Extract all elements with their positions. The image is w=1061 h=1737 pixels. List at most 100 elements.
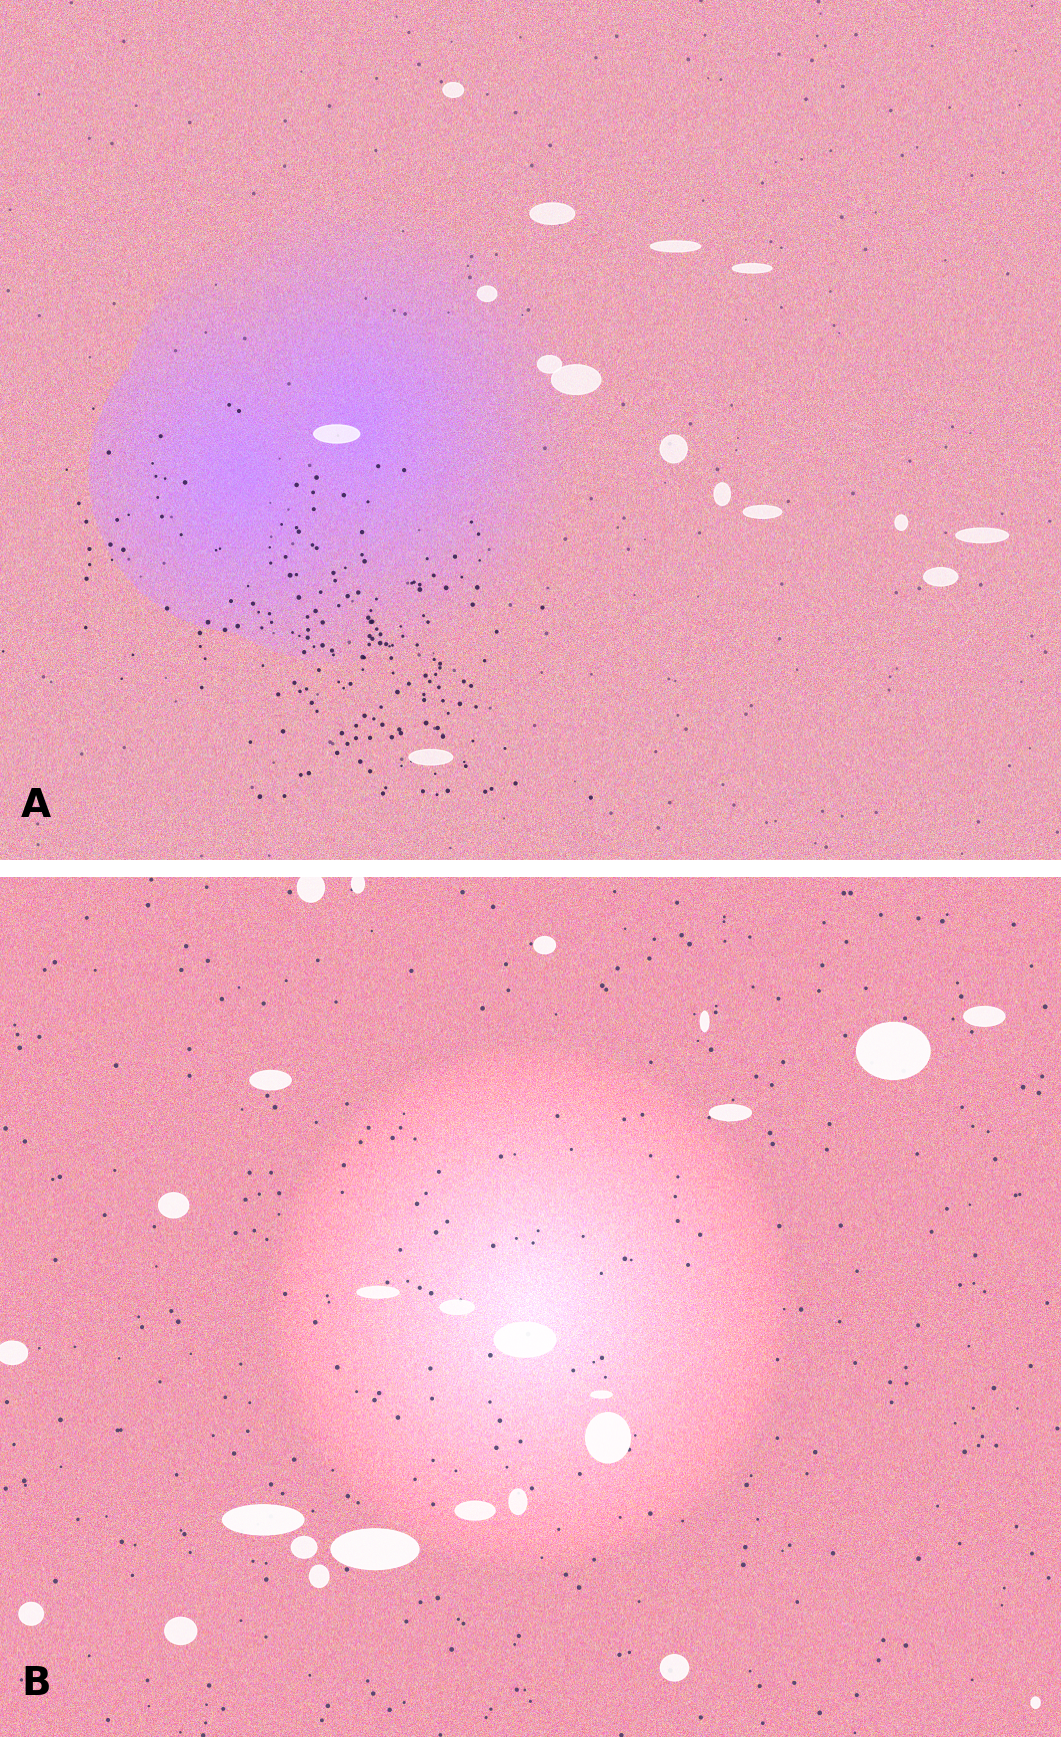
Point [104, 130, 121, 158]
Point [875, 1626, 892, 1654]
Point [116, 28, 133, 56]
Point [897, 1004, 914, 1032]
Point [944, 1006, 961, 1034]
Point [262, 1503, 279, 1530]
Point [381, 1695, 398, 1723]
Point [81, 1641, 98, 1669]
Point [1013, 669, 1030, 697]
Point [1049, 1414, 1061, 1442]
Point [259, 1082, 276, 1110]
Point [214, 1695, 231, 1723]
Point [812, 0, 829, 28]
Point [848, 21, 865, 49]
Point [195, 1721, 212, 1737]
Point [258, 1226, 275, 1254]
Point [582, 485, 599, 512]
Point [557, 1562, 574, 1589]
Point [318, 1282, 335, 1310]
Point [1014, 1073, 1031, 1101]
Point [485, 893, 502, 921]
Point [837, 1021, 854, 1049]
Point [354, 657, 371, 684]
Point [226, 1440, 243, 1468]
Point [284, 530, 301, 558]
Point [0, 1475, 14, 1503]
Point [835, 879, 852, 907]
Point [47, 948, 64, 976]
Point [845, 479, 862, 507]
Point [818, 1136, 835, 1164]
Point [368, 64, 385, 92]
Point [609, 514, 626, 542]
Point [512, 1428, 529, 1456]
Point [817, 31, 834, 59]
Point [454, 879, 471, 907]
Point [764, 1131, 781, 1159]
Point [199, 608, 216, 636]
Point [582, 783, 599, 811]
Point [986, 1374, 1003, 1402]
Ellipse shape [534, 936, 556, 954]
Point [633, 1101, 650, 1129]
Point [273, 511, 290, 538]
Point [1033, 1063, 1050, 1091]
Point [378, 631, 395, 658]
Point [754, 1709, 771, 1737]
Point [120, 545, 137, 573]
Point [453, 563, 470, 591]
Point [348, 712, 365, 740]
Point [771, 625, 788, 653]
Point [249, 1511, 266, 1539]
Point [709, 455, 726, 483]
Point [393, 752, 410, 780]
Point [258, 1565, 275, 1593]
Point [412, 1588, 429, 1615]
Point [479, 80, 495, 108]
Point [452, 1285, 469, 1313]
Point [360, 604, 377, 632]
Point [108, 505, 125, 533]
Point [198, 874, 215, 902]
Point [303, 532, 320, 559]
Point [987, 1145, 1004, 1172]
Point [522, 929, 539, 957]
Point [708, 992, 725, 1020]
Point [263, 523, 280, 551]
Point [381, 632, 398, 660]
Point [730, 424, 747, 452]
Point [319, 1692, 336, 1720]
Point [642, 1141, 659, 1169]
Ellipse shape [351, 874, 365, 893]
Point [2, 196, 19, 224]
Point [367, 137, 384, 165]
Point [344, 587, 361, 615]
Point [233, 1096, 250, 1124]
Point [305, 1497, 321, 1525]
Point [612, 1504, 629, 1532]
Ellipse shape [509, 1489, 527, 1515]
Ellipse shape [310, 1565, 329, 1588]
Point [246, 1216, 263, 1244]
Point [258, 1549, 275, 1577]
Point [798, 85, 815, 113]
Point [31, 1334, 48, 1362]
Ellipse shape [552, 365, 601, 394]
Point [442, 834, 459, 862]
Point [908, 1139, 925, 1167]
Point [383, 723, 400, 750]
Point [642, 1499, 659, 1527]
Point [329, 738, 346, 766]
Point [463, 243, 480, 271]
Point [893, 141, 910, 168]
Point [102, 532, 119, 559]
Point [425, 561, 442, 589]
Point [662, 1657, 679, 1685]
Ellipse shape [297, 874, 325, 902]
Point [470, 519, 487, 547]
Point [463, 509, 480, 537]
Point [510, 1622, 527, 1650]
Point [47, 1567, 64, 1595]
Point [17, 1471, 34, 1499]
Point [176, 469, 193, 497]
Point [482, 695, 499, 723]
